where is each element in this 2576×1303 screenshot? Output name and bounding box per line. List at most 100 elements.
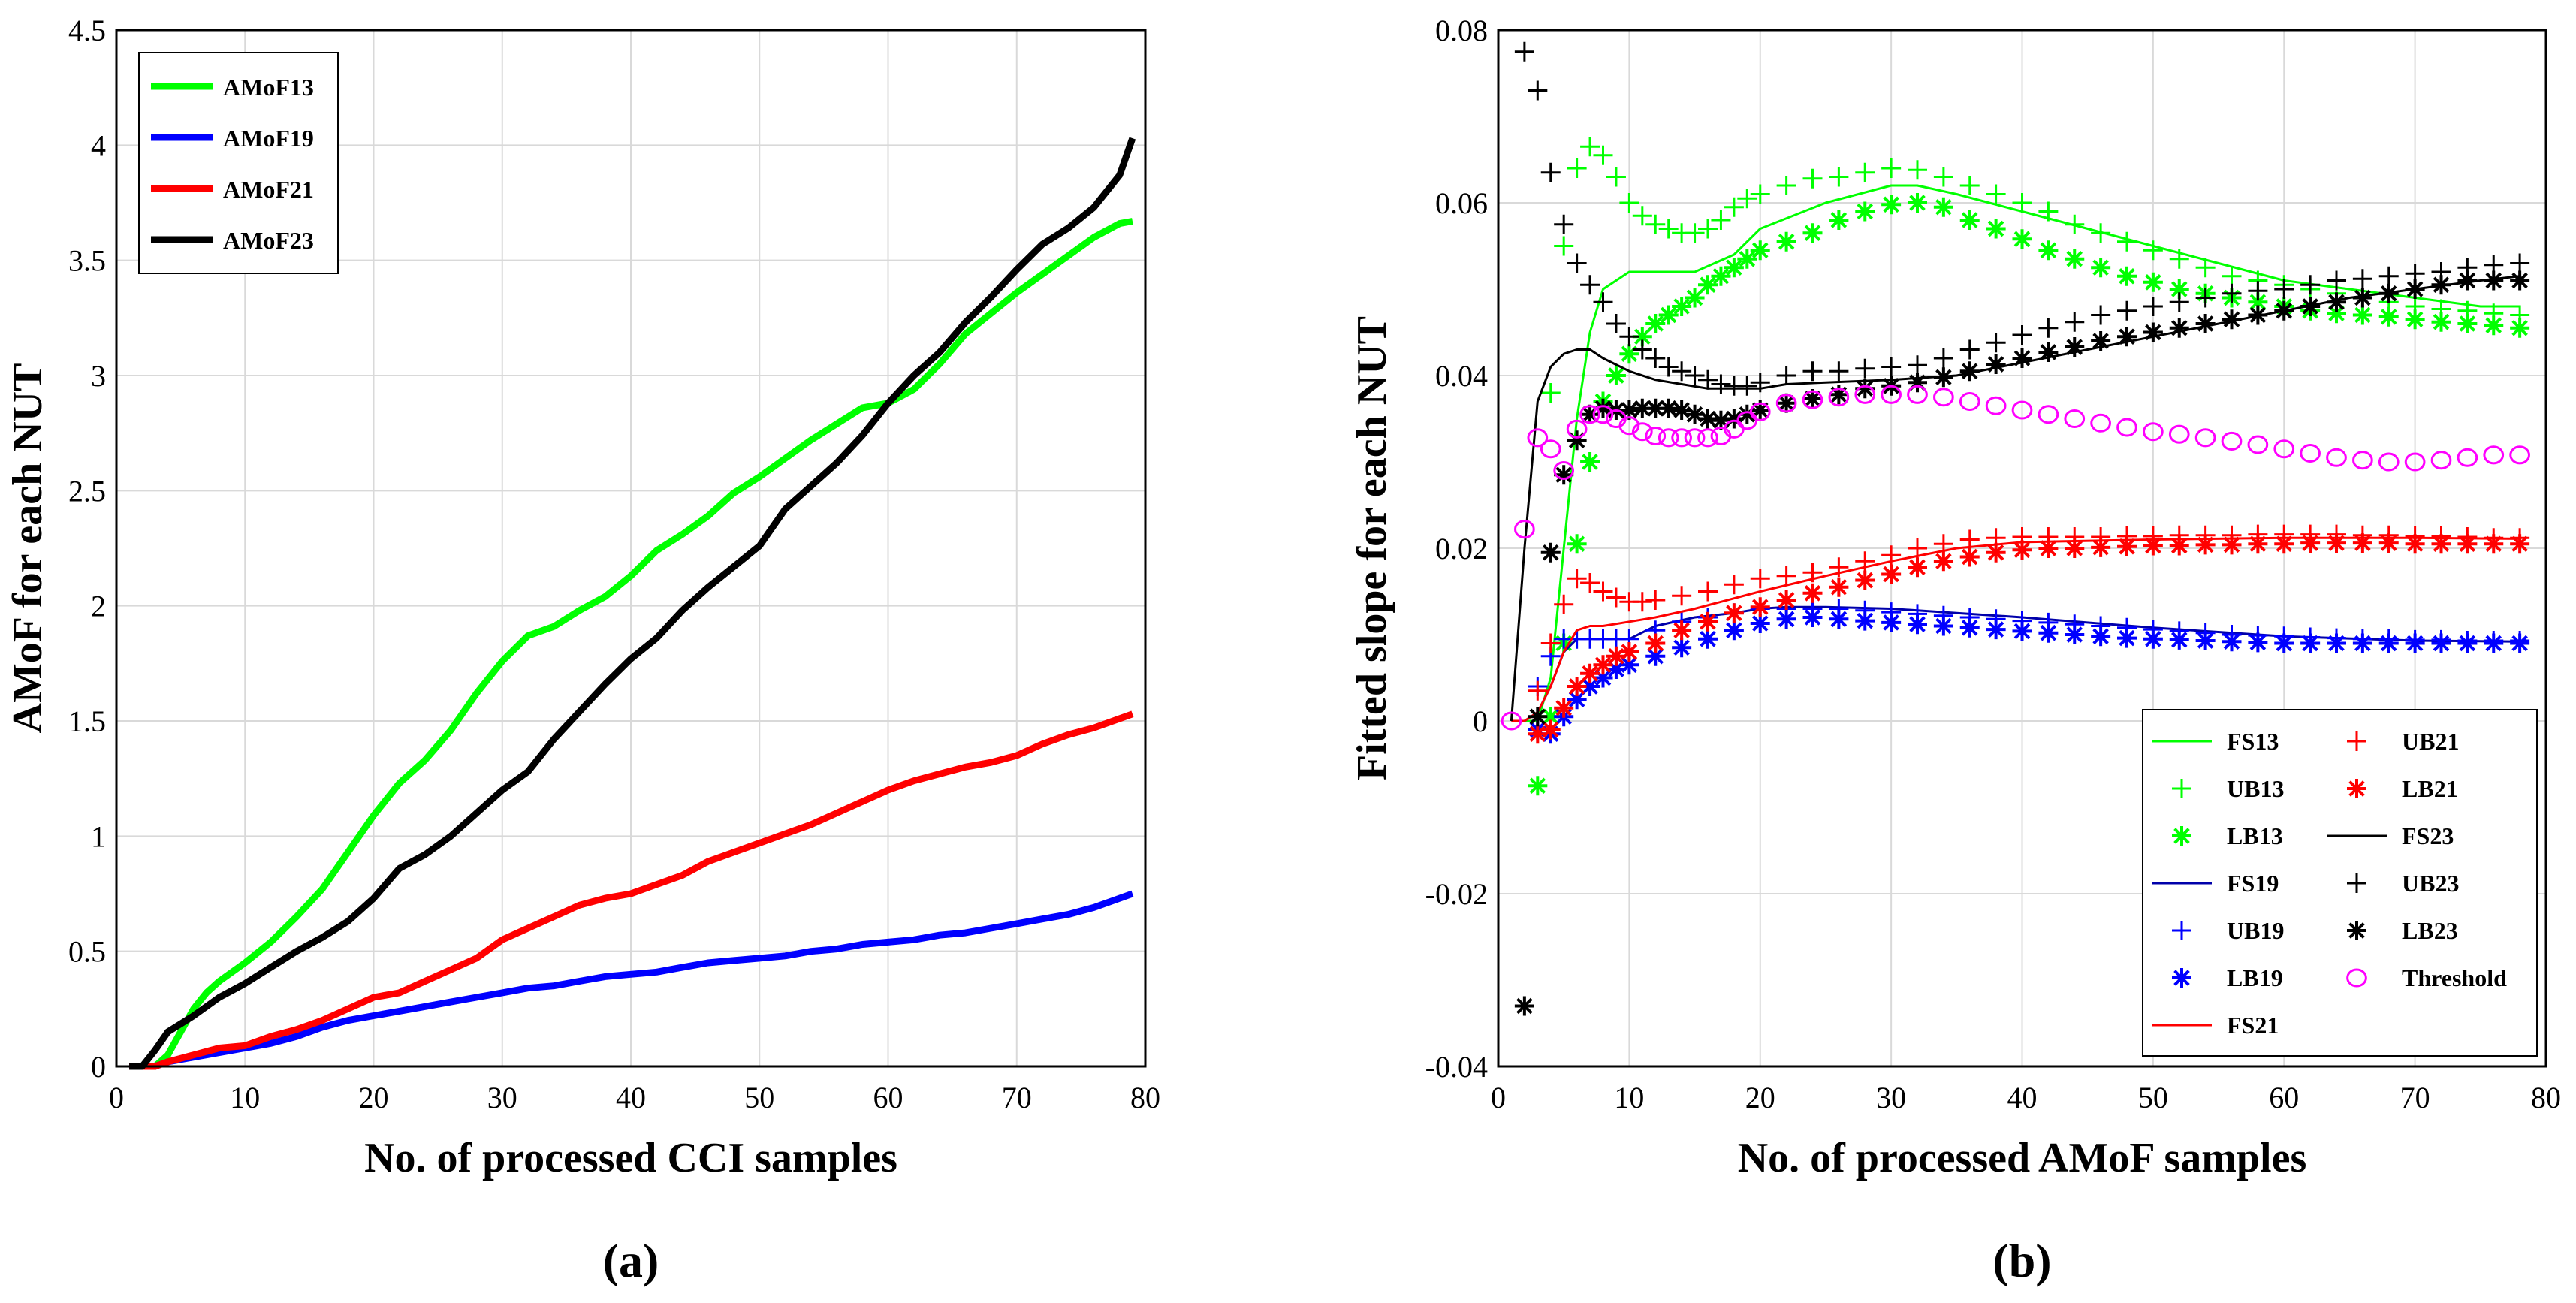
data-point-lb23 xyxy=(1619,400,1639,420)
data-point-lb23 xyxy=(2248,305,2268,325)
series-line-amof21 xyxy=(129,710,1134,1070)
data-point-ub13 xyxy=(1645,214,1666,234)
data-point-ub13 xyxy=(1908,160,1927,180)
legend-label: FS21 xyxy=(2227,1012,2279,1039)
data-point-lb21 xyxy=(2274,534,2294,554)
data-point-threshold xyxy=(1959,391,1980,412)
data-point-lb19 xyxy=(2457,633,2478,653)
data-point-lb13 xyxy=(1658,305,1679,325)
series-lb21 xyxy=(1528,533,2530,744)
data-point-ub23 xyxy=(1802,361,1823,382)
y-tick-label: 2 xyxy=(91,590,106,623)
legend-label: AMoF19 xyxy=(223,125,314,152)
series-line-amof19 xyxy=(129,890,1134,1070)
data-point-threshold xyxy=(1775,394,1797,413)
legend-swatch xyxy=(2347,873,2366,893)
data-point-lb23 xyxy=(2457,270,2478,291)
legend-label: AMoF21 xyxy=(223,176,314,203)
data-point-lb13 xyxy=(1632,327,1652,347)
data-point-ub23 xyxy=(1632,339,1652,360)
data-point-lb23 xyxy=(1959,361,1980,382)
data-point-lb21 xyxy=(2510,534,2530,554)
data-point-lb13 xyxy=(1580,452,1600,472)
data-point-lb19 xyxy=(2195,631,2216,651)
data-point-lb13 xyxy=(1750,240,1770,261)
series-ub23 xyxy=(1514,41,2530,396)
data-point-threshold xyxy=(1671,428,1692,448)
legend-label: UB23 xyxy=(2402,870,2459,897)
panel-b-x-axis-label: No. of processed AMoF samples xyxy=(1738,1135,2307,1181)
x-tick-label: 80 xyxy=(2531,1081,2561,1114)
data-point-ub23 xyxy=(1698,369,1718,390)
data-point-lb13 xyxy=(1711,266,1731,286)
data-point-threshold xyxy=(1697,428,1718,448)
data-point-threshold xyxy=(2194,428,2216,448)
panel-a: 0 10 20 30 40 50 60 70 80 0 0.5 1 1.5 2 2.5 3 3.5 4 4.5 AM… xyxy=(5,14,1160,1287)
data-point-threshold xyxy=(1553,460,1575,481)
data-point-threshold xyxy=(2116,418,2137,437)
data-point-ub21 xyxy=(1567,569,1587,589)
data-point-ub21 xyxy=(1540,633,1561,653)
panel-a-x-axis-label: No. of processed CCI samples xyxy=(364,1135,897,1181)
data-point-lb21 xyxy=(2012,540,2032,560)
data-point-threshold xyxy=(1684,428,1706,448)
data-point-lb23 xyxy=(1632,398,1652,418)
data-point-threshold xyxy=(2011,400,2033,420)
data-point-lb13 xyxy=(1737,249,1757,269)
data-point-ub23 xyxy=(2065,312,2085,332)
legend-label: LB21 xyxy=(2402,775,2458,802)
data-point-lb23 xyxy=(1750,400,1770,420)
data-point-lb13 xyxy=(2065,249,2085,269)
data-point-lb21 xyxy=(1986,542,2006,563)
data-point-lb21 xyxy=(1908,557,1927,578)
data-point-lb23 xyxy=(1737,404,1757,424)
data-point-lb21 xyxy=(2300,533,2321,553)
data-point-lb19 xyxy=(2378,633,2399,653)
series-threshold xyxy=(1501,385,2530,731)
data-point-lb23 xyxy=(2405,279,2425,299)
data-point-threshold xyxy=(2509,445,2530,465)
data-point-lb13 xyxy=(1724,258,1744,278)
data-point-lb19 xyxy=(1855,611,1875,631)
data-point-ub23 xyxy=(2300,275,2321,295)
data-point-lb13 xyxy=(2012,229,2032,249)
data-point-lb13 xyxy=(1881,195,1902,215)
data-point-ub23 xyxy=(2038,318,2059,338)
data-point-threshold xyxy=(2430,451,2452,470)
data-point-ub21 xyxy=(1698,581,1718,602)
data-point-ub21 xyxy=(1554,594,1574,614)
data-point-lb19 xyxy=(1986,620,2006,640)
data-point-threshold xyxy=(1527,428,1549,448)
data-point-lb21 xyxy=(1933,551,1953,572)
legend-swatch xyxy=(2172,968,2191,988)
data-point-lb21 xyxy=(1698,611,1718,632)
data-point-ub13 xyxy=(1711,210,1731,230)
data-point-lb13 xyxy=(1802,223,1823,243)
data-point-lb21 xyxy=(1829,577,1849,597)
data-point-ub23 xyxy=(2274,279,2294,299)
series-fs21 xyxy=(1511,536,2520,722)
series-ub21 xyxy=(1528,524,2530,701)
data-point-threshold xyxy=(2404,452,2426,472)
y-tick-label: 0 xyxy=(91,1050,106,1084)
data-point-ub23 xyxy=(1776,366,1796,385)
data-point-lb13 xyxy=(2431,312,2451,332)
data-point-ub23 xyxy=(1658,357,1679,377)
data-point-lb23 xyxy=(1593,398,1613,418)
data-point-lb21 xyxy=(2091,537,2111,557)
data-point-ub21 xyxy=(1908,538,1927,558)
data-point-lb23 xyxy=(2012,348,2032,368)
data-point-lb21 xyxy=(1606,646,1626,666)
x-tick-label: 60 xyxy=(2269,1081,2299,1114)
data-point-threshold xyxy=(1579,405,1600,424)
data-point-ub23 xyxy=(1933,348,1953,368)
x-tick-label: 0 xyxy=(1491,1081,1506,1114)
data-point-lb19 xyxy=(2405,633,2425,653)
data-point-ub23 xyxy=(2169,292,2189,312)
data-point-ub13 xyxy=(1737,189,1757,209)
data-point-threshold xyxy=(1501,711,1522,731)
data-point-lb21 xyxy=(2378,533,2399,553)
data-point-lb19 xyxy=(1829,609,1849,629)
data-point-lb19 xyxy=(2248,632,2268,653)
